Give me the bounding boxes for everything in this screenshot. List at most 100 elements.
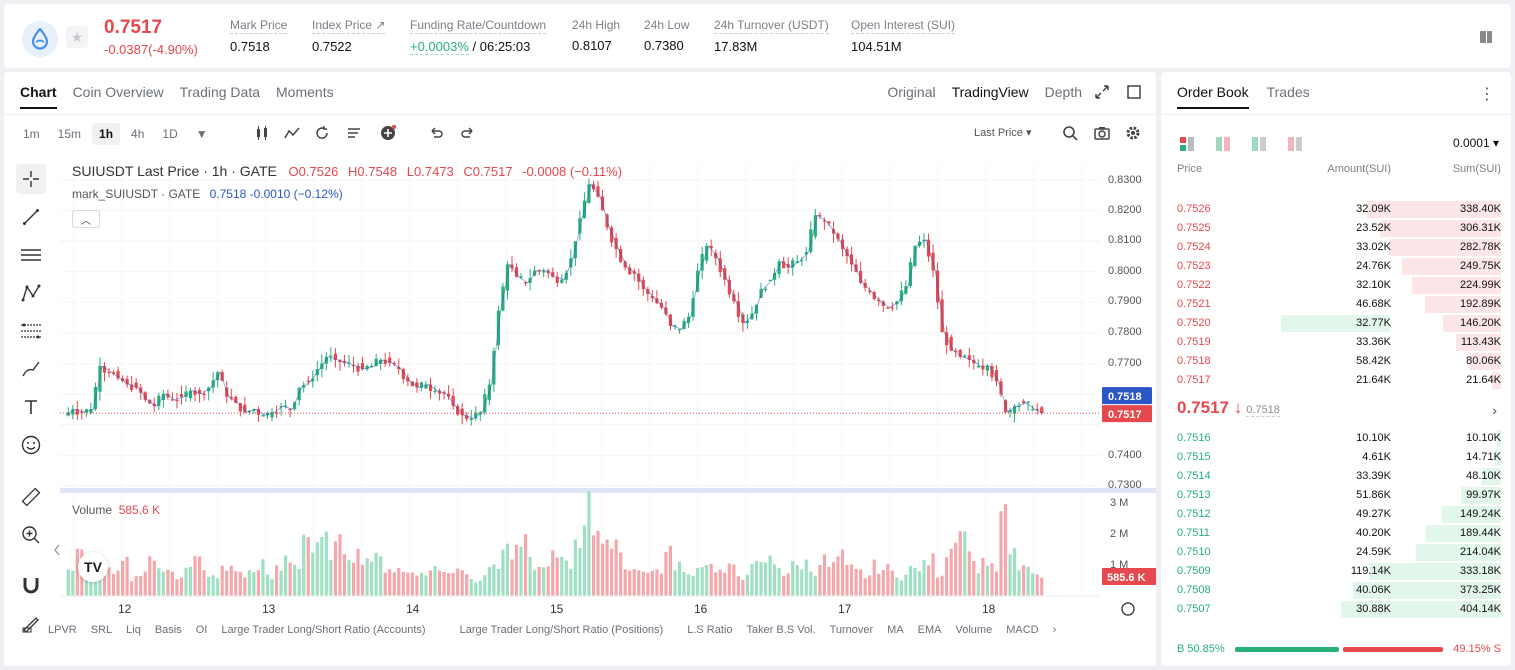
candle-body (990, 366, 994, 378)
interval-dropdown-icon[interactable]: ▼ (195, 127, 208, 141)
tab-chart[interactable]: Chart (20, 84, 57, 109)
notebook-icon[interactable] (1479, 30, 1493, 44)
indicator-basis[interactable]: Basis (154, 624, 182, 636)
collapse-left-icon[interactable] (52, 542, 62, 558)
bid-row[interactable]: 0.7516 10.10K 10.10K (1161, 429, 1511, 448)
ruler-icon[interactable] (16, 482, 46, 512)
indicator-volume[interactable]: Volume (955, 624, 993, 636)
interval-1d[interactable]: 1D (162, 127, 178, 141)
tab-moments[interactable]: Moments (276, 84, 334, 100)
price-chart[interactable]: 0.8300 0.8200 0.8100 0.8000 0.7900 0.7800 0.77… (4, 72, 1156, 666)
interval-1h[interactable]: 1h (92, 123, 121, 145)
bid-row[interactable]: 0.7507 30.88K 404.14K (1161, 600, 1511, 619)
indicator-ltlsr-positions[interactable]: Large Trader Long/Short Ratio (Positions… (459, 624, 664, 636)
pattern-icon[interactable] (16, 278, 46, 308)
indicator-ls-ratio[interactable]: L.S Ratio (687, 624, 733, 636)
tab-trading-data[interactable]: Trading Data (179, 84, 261, 100)
tab-order-book[interactable]: Order Book (1177, 84, 1249, 109)
ask-row[interactable]: 0.7526 32.09K 338.40K (1161, 200, 1511, 219)
last-price: 0.7517 (104, 17, 163, 38)
precision-select[interactable]: 0.0001 ▾ (1452, 136, 1499, 150)
camera-icon[interactable] (1094, 125, 1110, 141)
brush-icon[interactable] (16, 354, 46, 384)
indicators-icon[interactable] (284, 125, 300, 141)
undo-icon[interactable] (428, 125, 444, 141)
book-bids-icon[interactable] (1251, 136, 1267, 152)
ask-sum: 80.06K (1466, 355, 1501, 367)
price-source-select[interactable]: Last Price ▾ (974, 127, 1032, 139)
bid-row[interactable]: 0.7510 24.59K 214.04K (1161, 543, 1511, 562)
ask-row[interactable]: 0.7525 23.52K 306.31K (1161, 219, 1511, 238)
ask-row[interactable]: 0.7517 21.64K 21.64K (1161, 371, 1511, 390)
indicator-ema[interactable]: EMA (917, 624, 942, 636)
book-asks-icon[interactable] (1287, 136, 1303, 152)
bid-row[interactable]: 0.7515 4.61K 14.71K (1161, 448, 1511, 467)
refresh-icon[interactable] (314, 125, 330, 141)
collapse-legend-button[interactable]: ︿ (72, 210, 100, 228)
indicator-oi[interactable]: OI (195, 624, 208, 636)
interval-15m[interactable]: 15m (57, 127, 82, 141)
bid-row[interactable]: 0.7508 40.06K 373.25K (1161, 581, 1511, 600)
bid-row[interactable]: 0.7513 51.86K 99.97K (1161, 486, 1511, 505)
templates-icon[interactable] (346, 125, 362, 141)
lock-drawings-icon[interactable] (16, 608, 46, 638)
indicator-taker-bs-vol[interactable]: Taker B.S Vol. (746, 624, 816, 636)
trendline-icon[interactable] (16, 202, 46, 232)
add-alert-icon[interactable] (380, 125, 396, 141)
book-alt-icon[interactable] (1215, 136, 1231, 152)
stat-index-price[interactable]: Index Price ↗ 0.7522 (312, 18, 386, 54)
candle-body (700, 253, 704, 271)
indicator-srl[interactable]: SRL (90, 624, 113, 636)
chevron-right-icon[interactable]: › (1052, 624, 1057, 636)
candle-type-icon[interactable] (254, 125, 270, 141)
search-icon[interactable] (1062, 125, 1078, 141)
magnet-icon[interactable] (16, 570, 46, 600)
volume-bar (1035, 574, 1039, 596)
fibonacci-icon[interactable] (16, 316, 46, 346)
ask-sum: 146.20K (1460, 317, 1501, 329)
view-depth[interactable]: Depth (1044, 84, 1082, 100)
tab-coin-overview[interactable]: Coin Overview (72, 84, 164, 100)
ask-row[interactable]: 0.7524 33.02K 282.78K (1161, 238, 1511, 257)
redo-icon[interactable] (460, 125, 476, 141)
ask-row[interactable]: 0.7522 32.10K 224.99K (1161, 276, 1511, 295)
zoom-in-icon[interactable] (16, 520, 46, 550)
interval-4h[interactable]: 4h (131, 127, 145, 141)
ask-row[interactable]: 0.7523 24.76K 249.75K (1161, 257, 1511, 276)
crosshair-icon[interactable] (16, 164, 46, 194)
chevron-right-icon[interactable]: › (1492, 402, 1497, 418)
indicator-turnover[interactable]: Turnover (829, 624, 874, 636)
bid-row[interactable]: 0.7512 49.27K 149.24K (1161, 505, 1511, 524)
horizontal-lines-icon[interactable] (16, 240, 46, 270)
ask-price: 0.7525 (1177, 222, 1211, 234)
more-options-icon[interactable]: ⋮ (1479, 86, 1495, 103)
text-tool-icon[interactable] (16, 392, 46, 422)
volume-bar (483, 575, 487, 596)
view-tradingview[interactable]: TradingView (951, 84, 1029, 100)
indicator-ltlsr-accounts[interactable]: Large Trader Long/Short Ratio (Accounts) (221, 624, 426, 636)
expand-icon[interactable] (1094, 84, 1110, 100)
volume-bar (1026, 566, 1030, 596)
bid-row[interactable]: 0.7509 119.14K 333.18K (1161, 562, 1511, 581)
indicator-ma[interactable]: MA (887, 624, 904, 636)
indicator-liq[interactable]: Liq (126, 624, 141, 636)
sui-logo-icon (22, 21, 58, 57)
ask-row[interactable]: 0.7520 32.77K 146.20K (1161, 314, 1511, 333)
indicator-macd[interactable]: MACD (1006, 624, 1039, 636)
indicator-lpvr[interactable]: LPVR (48, 624, 77, 636)
candle-body (220, 372, 224, 381)
bid-row[interactable]: 0.7514 33.39K 48.10K (1161, 467, 1511, 486)
ask-row[interactable]: 0.7521 46.68K 192.89K (1161, 295, 1511, 314)
window-icon[interactable] (1126, 84, 1142, 100)
settings-gear-icon[interactable] (1125, 125, 1141, 141)
book-both-icon[interactable] (1179, 136, 1195, 152)
bid-row[interactable]: 0.7511 40.20K 189.44K (1161, 524, 1511, 543)
ask-row[interactable]: 0.7519 33.36K 113.43K (1161, 333, 1511, 352)
favorite-star-icon[interactable]: ★ (66, 26, 88, 48)
view-original[interactable]: Original (887, 84, 936, 100)
volume-bar (261, 559, 265, 596)
ask-row[interactable]: 0.7518 58.42K 80.06K (1161, 352, 1511, 371)
interval-1m[interactable]: 1m (23, 127, 40, 141)
tab-trades[interactable]: Trades (1266, 84, 1310, 100)
emoji-icon[interactable] (16, 430, 46, 460)
